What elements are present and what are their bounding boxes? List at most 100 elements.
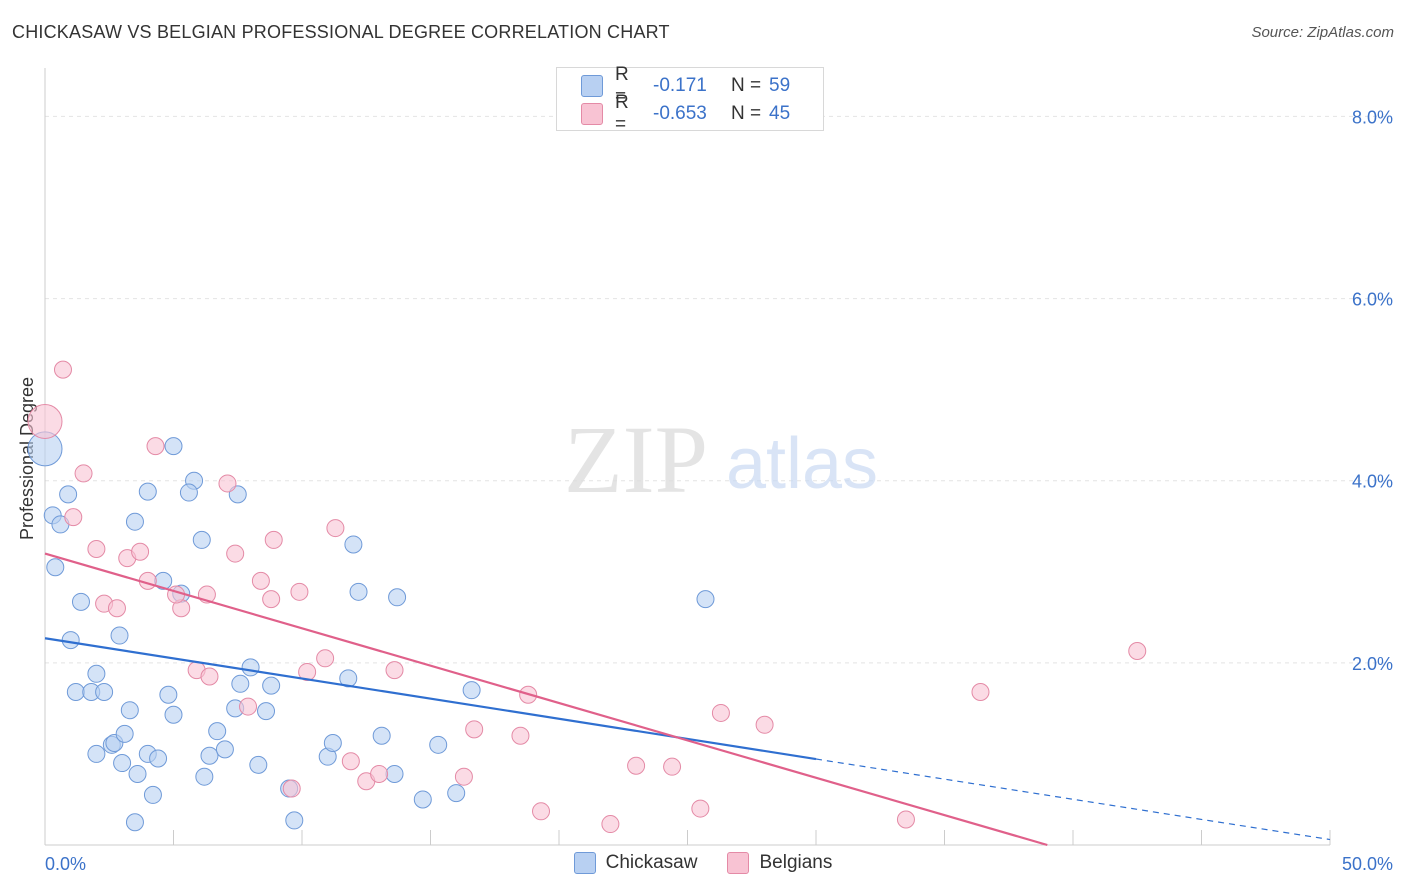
belgians-point [74,464,93,483]
source-label: Source: ZipAtlas.com [1251,24,1394,41]
chickasaw-point [192,530,211,549]
chickasaw-point [200,746,219,765]
legend-item-belgians[interactable]: Belgians [727,852,832,874]
belgians-point [370,764,389,783]
chickasaw-point [179,483,198,502]
chickasaw-point [46,558,65,577]
chickasaw-point [285,811,304,830]
belgians-point [298,662,317,681]
belgians-point [627,756,646,775]
belgians-point [239,697,258,716]
belgians-point [385,661,404,680]
chickasaw-point [110,626,129,645]
watermark-atlas: atlas [726,424,878,504]
chickasaw-r-value: -0.171 [653,75,707,96]
belgians-point [27,404,63,440]
chickasaw-point [95,683,114,701]
chickasaw-point [323,734,342,752]
chickasaw-point [87,664,106,683]
chickasaw-point [241,658,260,677]
x-tick-label: 0.0% [45,854,86,874]
chickasaw-point [208,722,227,741]
belgians-point [326,519,345,538]
r-label: R = [615,64,629,107]
belgians-point [264,530,283,549]
chickasaw-point [128,764,147,783]
belgians-point [532,802,551,821]
chickasaw-trend-line [44,637,817,761]
belgians-point [262,590,281,609]
belgians-point [601,815,620,834]
n-label: N = [731,103,762,124]
chickasaw-point [462,681,481,700]
chickasaw-point [696,590,715,609]
belgians-legend-swatch [727,852,750,874]
belgians-point [1128,642,1147,661]
chickasaw-point [215,740,234,759]
chart-title: CHICKASAW VS BELGIAN PROFESSIONAL DEGREE… [12,22,670,42]
belgians-point [107,599,126,618]
belgians-n-value: 45 [769,103,791,124]
chickasaw-point [429,735,448,754]
chickasaw-point [257,702,276,721]
belgians-point [711,703,730,722]
chickasaw-swatch [581,75,603,97]
series-legend: Chickasaw Belgians [0,852,1406,874]
chickasaw-point [164,437,183,456]
y-tick-label: 2.0% [1352,654,1393,674]
chickasaw-point [138,482,157,501]
chickasaw-point [71,592,90,611]
watermark-zip: ZIP [564,406,708,513]
correlation-legend: R = -0.171 N = 59 R = -0.653 N = 45 [556,64,824,135]
chickasaw-point [372,726,391,745]
y-tick-label: 8.0% [1352,107,1393,127]
belgians-point [64,508,83,527]
belgians-point [663,757,682,776]
chickasaw-point [87,744,106,763]
belgians-point [454,767,473,786]
belgians-point [511,726,530,745]
chickasaw-point [195,767,214,786]
legend-row-chickasaw: R = -0.171 N = 59 [581,64,791,107]
belgians-point [691,799,710,818]
chickasaw-point [249,755,268,774]
chickasaw-point [113,754,132,773]
legend-item-chickasaw[interactable]: Chickasaw [573,852,698,874]
chickasaw-point [125,813,144,832]
chickasaw-point [66,683,85,701]
belgians-r-value: -0.653 [653,103,707,124]
belgians-point [218,474,237,493]
chickasaw-point [159,685,178,704]
belgians-point [341,752,360,771]
y-tick-label: 6.0% [1352,290,1393,310]
belgians-point [896,810,915,829]
belgians-swatch [581,103,603,125]
chickasaw-point [447,784,466,803]
belgians-point [200,667,219,686]
chickasaw-point [59,485,78,504]
x-tick-label: 50.0% [1342,854,1393,874]
chickasaw-point [164,705,183,724]
belgians-point [146,437,165,456]
chickasaw-point [231,674,250,693]
chickasaw-point [262,676,281,695]
belgians-point [755,715,774,734]
chickasaw-legend-swatch [573,852,596,874]
n-label: N = [731,75,762,96]
belgians-point [282,779,301,798]
chickasaw-point [385,764,404,783]
chickasaw-point [125,512,144,531]
chickasaw-point [413,790,432,809]
chickasaw-point [143,785,162,804]
chickasaw-legend-label: Chickasaw [605,852,698,873]
chickasaw-trend-line-extension [815,758,1331,841]
belgians-point [290,582,309,601]
belgians-point [53,360,72,379]
chickasaw-n-value: 59 [769,75,791,96]
y-tick-label: 4.0% [1352,472,1393,492]
chickasaw-point [149,749,168,768]
chickasaw-point [61,631,80,650]
chickasaw-point [120,701,139,720]
legend-row-belgians: R = -0.653 N = 45 [581,92,791,135]
